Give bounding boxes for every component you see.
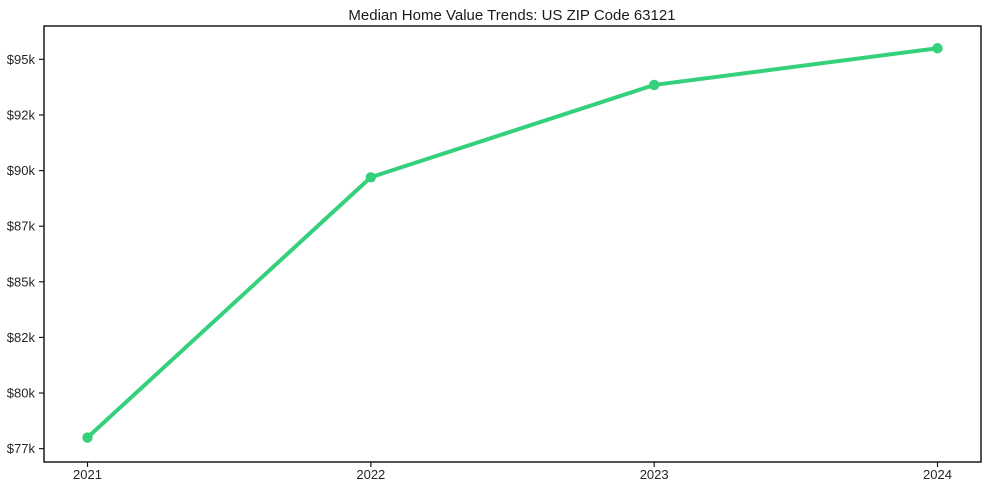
trend-line — [85, 46, 940, 440]
y-tick-label: $82k — [7, 330, 36, 345]
trend-line-layer — [82, 43, 943, 443]
data-point-marker — [82, 432, 93, 443]
x-axis: 2021 2022 2023 2024 — [73, 462, 952, 482]
data-point-marker — [365, 172, 377, 183]
data-point-marker — [648, 79, 660, 91]
y-axis: $77k $80k $82k $85k $87k $90k $92k $95k — [7, 52, 44, 456]
x-tick-label: 2022 — [356, 467, 385, 482]
y-tick-label: $90k — [7, 163, 36, 178]
y-tick-label: $77k — [7, 441, 36, 456]
y-tick-label: $92k — [7, 107, 36, 122]
y-tick-label: $85k — [7, 274, 36, 289]
data-point-marker — [932, 43, 943, 54]
y-tick-label: $95k — [7, 52, 36, 67]
y-tick-label: $80k — [7, 386, 36, 401]
x-tick-label: 2023 — [640, 467, 669, 482]
plot-border — [43, 25, 982, 463]
x-tick-label: 2021 — [73, 467, 102, 482]
chart-title: Median Home Value Trends: US ZIP Code 63… — [348, 7, 675, 24]
y-tick-label: $87k — [7, 219, 36, 234]
x-tick-label: 2024 — [923, 467, 952, 482]
